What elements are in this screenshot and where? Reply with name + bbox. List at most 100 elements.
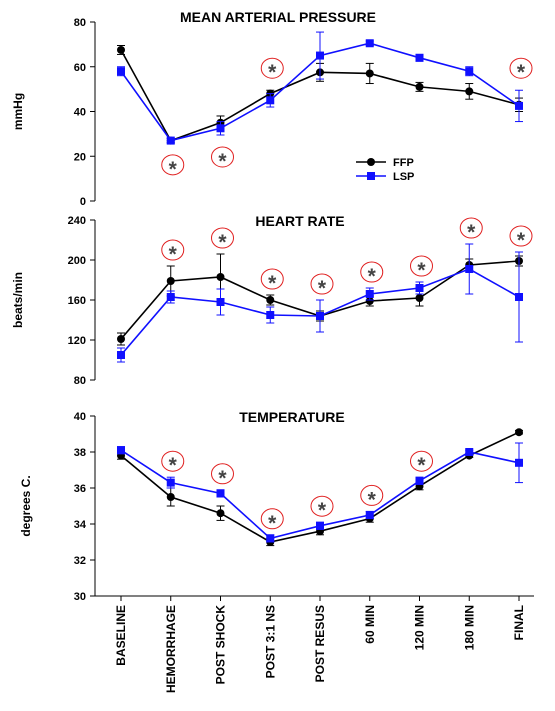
significance-circle <box>260 508 284 530</box>
category-label-180-min: 180 MIN <box>462 605 476 650</box>
data-point <box>415 476 424 485</box>
data-point <box>465 448 474 456</box>
significance-circle <box>310 495 334 517</box>
significance-marker: * <box>161 450 185 477</box>
data-point <box>216 124 225 133</box>
data-point <box>117 446 125 455</box>
significance-marker: * <box>410 255 433 282</box>
panel-title: HEART RATE <box>255 213 344 229</box>
panel-temperature: 30 32 34 36 38 40 TEMPERATURE degrees C. * * * * * * <box>19 409 534 603</box>
significance-symbol: * <box>218 150 227 173</box>
significance-marker: * <box>211 227 234 254</box>
data-point <box>166 136 175 145</box>
significance-symbol: * <box>268 272 277 295</box>
category-label-post-3-1-ns: POST 3:1 NS <box>263 605 277 678</box>
significance-symbol: * <box>318 277 327 300</box>
data-point <box>365 297 374 305</box>
data-point <box>415 294 424 302</box>
y-tick-label: 80 <box>74 375 86 387</box>
category-label-hemorrhage: HEMORRHAGE <box>164 605 178 693</box>
significance-marker: * <box>509 225 533 252</box>
y-tick-label: 80 <box>74 17 86 29</box>
significance-symbol: * <box>218 231 227 254</box>
significance-marker: * <box>211 463 234 490</box>
y-tick-label: 200 <box>68 255 86 267</box>
panel-title: TEMPERATURE <box>239 409 345 425</box>
significance-circle <box>360 261 384 283</box>
data-point <box>166 493 175 501</box>
significance-symbol: * <box>268 512 277 535</box>
x-axis-category-labels: BASELINE HEMORRHAGE POST SHOCK POST 3:1 NS P… <box>114 605 526 693</box>
significance-symbol: * <box>169 454 178 477</box>
data-point <box>365 290 374 298</box>
data-point <box>465 67 474 76</box>
significance-circle <box>310 273 334 295</box>
significance-marker: * <box>260 508 284 535</box>
data-point <box>266 296 275 304</box>
panel-heart-rate: 80 120 160 200 240 HEART RATE beats/min * * * * * * *… <box>11 213 533 387</box>
data-point <box>415 53 424 62</box>
significance-symbol: * <box>368 488 377 511</box>
significance-symbol: * <box>417 259 426 282</box>
significance-marker: * <box>509 57 533 84</box>
significance-circle <box>260 57 284 79</box>
data-point <box>316 51 324 60</box>
y-axis-label: mmHg <box>11 93 25 130</box>
category-label-post-shock: POST SHOCK <box>214 605 228 685</box>
significance-circle <box>211 146 234 168</box>
y-axis-label: degrees C. <box>19 475 33 536</box>
series-lsp <box>117 31 523 145</box>
data-point <box>117 45 125 54</box>
category-label-120-min: 120 MIN <box>413 605 427 650</box>
data-point <box>415 82 424 91</box>
y-axis-label: beats/min <box>11 272 25 328</box>
legend-label-ffp: FFP <box>393 157 414 169</box>
y-tick-label: 240 <box>68 215 86 227</box>
significance-circle <box>161 450 185 472</box>
data-point <box>465 265 474 273</box>
significance-symbol: * <box>517 229 526 252</box>
data-point <box>515 293 523 301</box>
y-tick-label: 40 <box>74 411 86 423</box>
data-point <box>465 87 474 96</box>
data-point <box>365 69 374 78</box>
data-point <box>166 277 175 285</box>
significance-symbol: * <box>467 221 476 244</box>
significance-circle <box>410 450 433 472</box>
y-tick-label: 40 <box>74 107 86 119</box>
significance-circle <box>211 463 234 485</box>
data-point <box>266 534 275 543</box>
significance-circle <box>161 239 185 261</box>
significance-circle <box>410 255 433 277</box>
y-tick-label: 30 <box>74 591 86 603</box>
significance-marker: * <box>211 146 234 173</box>
data-point <box>515 458 523 467</box>
data-point <box>365 39 374 48</box>
legend-marker <box>367 158 375 166</box>
significance-marker: * <box>161 154 185 181</box>
panel-mean-arterial-pressure: 0 20 40 60 80 MEAN ARTERIAL PRESSURE mmHg * * * * F… <box>11 9 533 208</box>
significance-circle <box>509 225 533 247</box>
significance-symbol: * <box>517 61 526 84</box>
panel-title: MEAN ARTERIAL PRESSURE <box>180 9 376 25</box>
significance-circle <box>260 268 284 290</box>
data-point <box>266 311 275 319</box>
significance-circle <box>360 484 384 506</box>
significance-marker: * <box>260 57 284 84</box>
data-point <box>166 293 175 301</box>
significance-circle <box>509 57 533 79</box>
significance-symbol: * <box>318 499 327 522</box>
legend-marker <box>367 172 375 180</box>
series-lsp <box>117 243 523 363</box>
data-point <box>216 509 225 518</box>
data-point <box>316 521 324 530</box>
significance-circle <box>161 154 185 176</box>
legend: FFP LSP <box>356 157 414 183</box>
data-point <box>216 489 225 498</box>
y-tick-label: 32 <box>74 555 86 567</box>
category-label-final: FINAL <box>512 605 526 640</box>
significance-marker: * <box>360 484 384 511</box>
significance-symbol: * <box>169 243 178 266</box>
data-point <box>117 351 125 359</box>
